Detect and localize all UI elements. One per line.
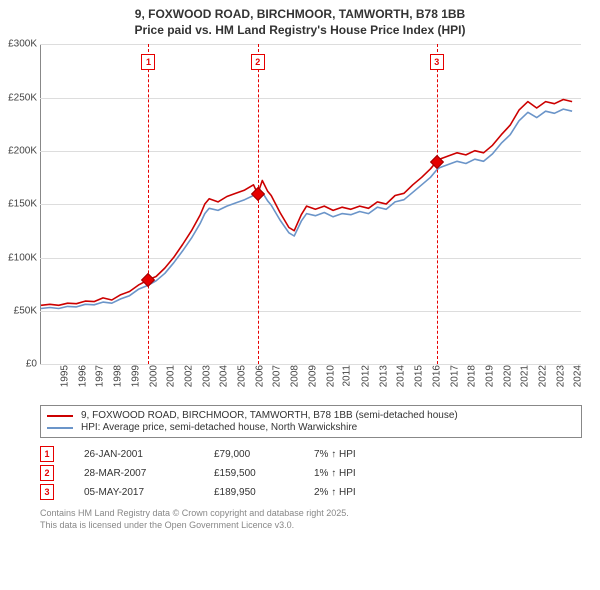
- tx-price: £79,000: [214, 449, 314, 460]
- transaction-row: 3 05-MAY-2017£189,9502% ↑ HPI: [40, 484, 568, 500]
- y-tick-label: £150K: [1, 199, 37, 210]
- transaction-row: 1 26-JAN-2001£79,0007% ↑ HPI: [40, 446, 568, 462]
- legend-label-hpi: HPI: Average price, semi-detached house,…: [81, 422, 357, 433]
- footer-line-1: Contains HM Land Registry data © Crown c…: [40, 508, 590, 520]
- marker-line-2: [258, 44, 259, 364]
- x-tick-label: 2024: [573, 365, 600, 387]
- y-tick-label: £100K: [1, 252, 37, 263]
- tx-price: £189,950: [214, 487, 314, 498]
- tx-price: £159,500: [214, 468, 314, 479]
- transaction-row: 2 28-MAR-2007£159,5001% ↑ HPI: [40, 465, 568, 481]
- chart-plot-area: £0£50K£100K£150K£200K£250K£300K123: [40, 44, 581, 365]
- tx-marker: 1: [40, 446, 54, 462]
- marker-box-3: 3: [430, 54, 444, 70]
- legend-item-hpi: HPI: Average price, semi-detached house,…: [47, 422, 575, 433]
- attribution-footer: Contains HM Land Registry data © Crown c…: [40, 508, 590, 531]
- legend-item-price: 9, FOXWOOD ROAD, BIRCHMOOR, TAMWORTH, B7…: [47, 410, 575, 421]
- y-tick-label: £250K: [1, 92, 37, 103]
- series-line-price_paid: [41, 100, 572, 306]
- title-line-1: 9, FOXWOOD ROAD, BIRCHMOOR, TAMWORTH, B7…: [0, 6, 600, 22]
- marker-line-1: [148, 44, 149, 364]
- y-tick-label: £0: [1, 359, 37, 370]
- y-tick-label: £300K: [1, 39, 37, 50]
- legend: 9, FOXWOOD ROAD, BIRCHMOOR, TAMWORTH, B7…: [40, 405, 582, 438]
- tx-pct: 2% ↑ HPI: [314, 487, 434, 498]
- tx-marker: 3: [40, 484, 54, 500]
- marker-box-2: 2: [251, 54, 265, 70]
- transaction-table: 1 26-JAN-2001£79,0007% ↑ HPI 2 28-MAR-2007£…: [40, 446, 568, 500]
- tx-date: 05-MAY-2017: [84, 487, 214, 498]
- legend-swatch-price: [47, 415, 73, 417]
- series-line-hpi: [41, 109, 572, 308]
- tx-pct: 1% ↑ HPI: [314, 468, 434, 479]
- x-axis-area: 1995199619971998199920002001200220032004…: [40, 365, 580, 401]
- y-tick-label: £200K: [1, 146, 37, 157]
- tx-date: 26-JAN-2001: [84, 449, 214, 460]
- tx-marker: 2: [40, 465, 54, 481]
- title-line-2: Price paid vs. HM Land Registry's House …: [0, 22, 600, 38]
- legend-label-price: 9, FOXWOOD ROAD, BIRCHMOOR, TAMWORTH, B7…: [81, 410, 458, 421]
- tx-pct: 7% ↑ HPI: [314, 449, 434, 460]
- chart-svg: [41, 44, 581, 364]
- marker-line-3: [437, 44, 438, 364]
- chart-title: 9, FOXWOOD ROAD, BIRCHMOOR, TAMWORTH, B7…: [0, 0, 600, 38]
- tx-date: 28-MAR-2007: [84, 468, 214, 479]
- marker-box-1: 1: [141, 54, 155, 70]
- legend-swatch-hpi: [47, 427, 73, 429]
- footer-line-2: This data is licensed under the Open Gov…: [40, 520, 590, 532]
- y-tick-label: £50K: [1, 306, 37, 317]
